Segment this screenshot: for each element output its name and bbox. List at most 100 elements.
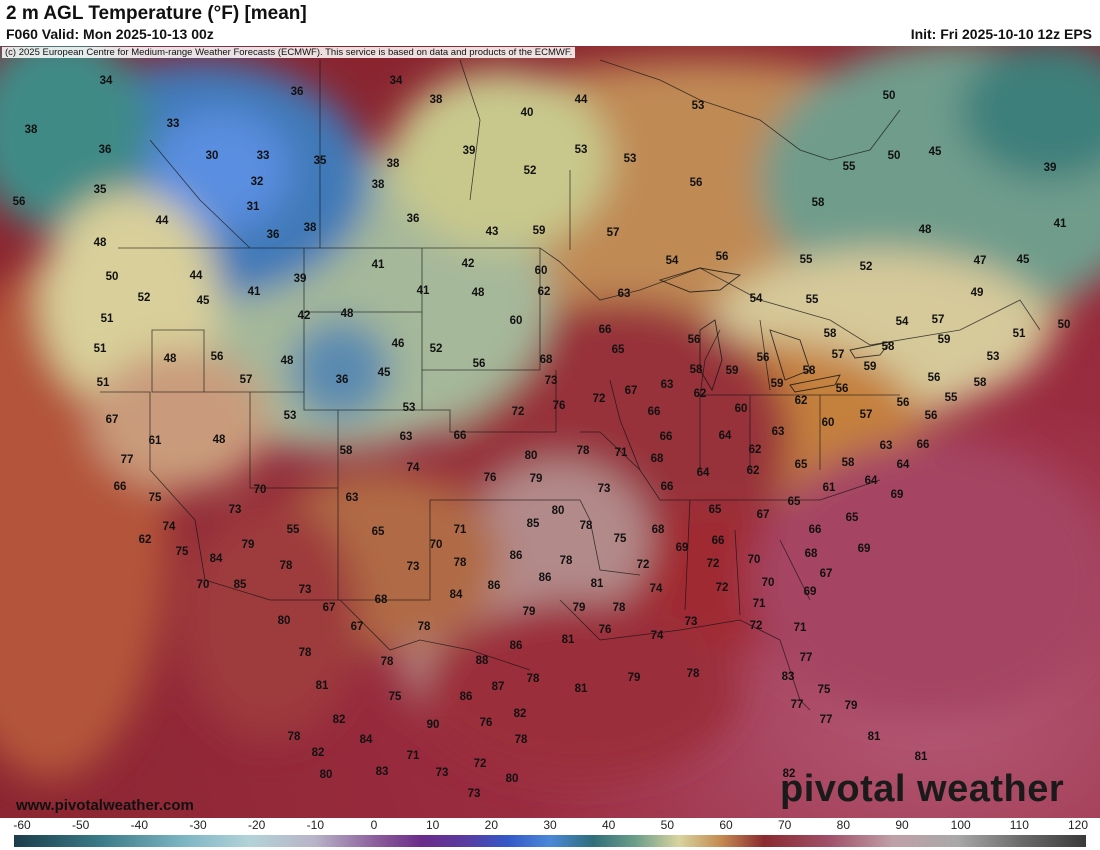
temperature-value: 32 (251, 176, 264, 188)
temperature-value: 64 (697, 467, 710, 479)
temperature-value: 73 (436, 767, 449, 779)
temperature-value: 71 (615, 447, 628, 459)
temperature-value: 53 (284, 410, 297, 422)
temperature-value: 82 (333, 714, 346, 726)
temperature-value: 48 (281, 355, 294, 367)
temperature-value: 70 (197, 579, 210, 591)
colorbar-tick-label: 10 (425, 818, 440, 832)
temperature-value: 77 (820, 714, 833, 726)
temperature-value: 34 (390, 75, 403, 87)
temperature-value: 86 (539, 572, 552, 584)
temperature-value: 78 (613, 602, 626, 614)
temperature-value: 86 (460, 691, 473, 703)
temperature-value: 56 (473, 358, 486, 370)
temperature-value: 60 (735, 403, 748, 415)
temperature-value: 66 (648, 406, 661, 418)
temperature-value: 42 (462, 258, 475, 270)
temperature-value: 41 (417, 285, 430, 297)
temperature-value: 48 (164, 353, 177, 365)
temperature-value: 59 (533, 225, 546, 237)
website-link[interactable]: www.pivotalweather.com (16, 797, 194, 814)
temperature-value: 79 (530, 473, 543, 485)
temperature-value: 87 (492, 681, 505, 693)
temperature-value: 73 (299, 584, 312, 596)
temperature-value: 82 (514, 708, 527, 720)
temperature-value: 40 (521, 107, 534, 119)
temperature-value: 55 (806, 294, 819, 306)
temperature-value: 44 (190, 270, 203, 282)
temperature-value: 73 (545, 375, 558, 387)
colorbar-tick-label: 20 (484, 818, 499, 832)
temperature-value: 56 (13, 196, 26, 208)
temperature-value: 33 (167, 118, 180, 130)
temperature-value: 84 (360, 734, 373, 746)
temperature-value: 72 (637, 559, 650, 571)
temperature-value: 88 (476, 655, 489, 667)
colorbar-tick-label: 40 (601, 818, 616, 832)
temperature-value: 75 (176, 546, 189, 558)
temperature-value: 78 (687, 668, 700, 680)
colorbar-tick-label: 60 (719, 818, 733, 832)
header: 2 m AGL Temperature (°F) [mean] F060 Val… (0, 0, 1100, 46)
temperature-value: 79 (523, 606, 536, 618)
temperature-value: 43 (486, 226, 499, 238)
temperature-value: 66 (661, 481, 674, 493)
temperature-value: 45 (929, 146, 942, 158)
temperature-value: 57 (860, 409, 873, 421)
temperature-value: 64 (719, 430, 732, 442)
temperature-value: 80 (525, 450, 538, 462)
temperature-value: 60 (535, 265, 548, 277)
temperature-value: 63 (618, 288, 631, 300)
temperature-value: 49 (971, 287, 984, 299)
temperature-value: 77 (800, 652, 813, 664)
temperature-value: 72 (512, 406, 525, 418)
temperature-value: 46 (392, 338, 405, 350)
colorbar-tick-label: 110 (1009, 818, 1029, 832)
temperature-value: 56 (688, 334, 701, 346)
temperature-value: 38 (25, 124, 38, 136)
colorbar-tick-label: -40 (130, 818, 148, 832)
temperature-value: 54 (666, 255, 679, 267)
temperature-value: 41 (372, 259, 385, 271)
temperature-value: 58 (882, 341, 895, 353)
temperature-value: 59 (864, 361, 877, 373)
temperature-value: 38 (387, 158, 400, 170)
temperature-value: 58 (974, 377, 987, 389)
temperature-value: 66 (712, 535, 725, 547)
temperature-value: 74 (163, 521, 176, 533)
temperature-value: 36 (267, 229, 280, 241)
temperature-value: 65 (788, 496, 801, 508)
colorbar-tick-label: 90 (895, 818, 909, 832)
temperature-value: 67 (820, 568, 833, 580)
temperature-value: 63 (346, 492, 359, 504)
colorbar-tick-label: 70 (777, 818, 792, 832)
colorbar-tick-label: 120 (1067, 818, 1089, 832)
temperature-value: 78 (580, 520, 593, 532)
temperature-value: 58 (340, 445, 353, 457)
temperature-value: 65 (372, 526, 385, 538)
temperature-value: 42 (298, 310, 311, 322)
temperature-value: 65 (795, 459, 808, 471)
colorbar-scale (14, 835, 1086, 847)
colorbar-tick-label: -50 (71, 818, 90, 832)
temperature-values: 34 34 36 38 40 44 53 50 38 33 36 30 33 35 38 39 53 53 50 45… (13, 75, 1071, 800)
colorbar: -60 -50 -40 -30 -20 -10 0 10 20 30 40 50 60 70 80 90 100… (0, 818, 1100, 850)
temperature-value: 67 (351, 621, 364, 633)
temperature-value: 36 (407, 213, 420, 225)
temperature-value: 38 (304, 222, 317, 234)
temperature-value: 51 (97, 377, 110, 389)
temperature-value: 71 (753, 598, 766, 610)
temperature-value: 70 (430, 539, 443, 551)
temperature-value: 74 (650, 583, 663, 595)
temperature-value: 76 (480, 717, 493, 729)
brand-logo: pivotal weather (780, 768, 1065, 810)
temperature-value: 68 (540, 354, 553, 366)
temperature-value: 69 (891, 489, 904, 501)
temperature-value: 86 (510, 640, 523, 652)
temperature-value: 69 (676, 542, 689, 554)
temperature-value: 52 (138, 292, 151, 304)
temperature-value: 59 (726, 365, 739, 377)
temperature-value: 84 (210, 553, 223, 565)
temperature-value: 44 (575, 94, 588, 106)
temperature-map[interactable]: 34 34 36 38 40 44 53 50 38 33 36 30 33 35 38 39 53 53 50 45… (0, 46, 1100, 818)
